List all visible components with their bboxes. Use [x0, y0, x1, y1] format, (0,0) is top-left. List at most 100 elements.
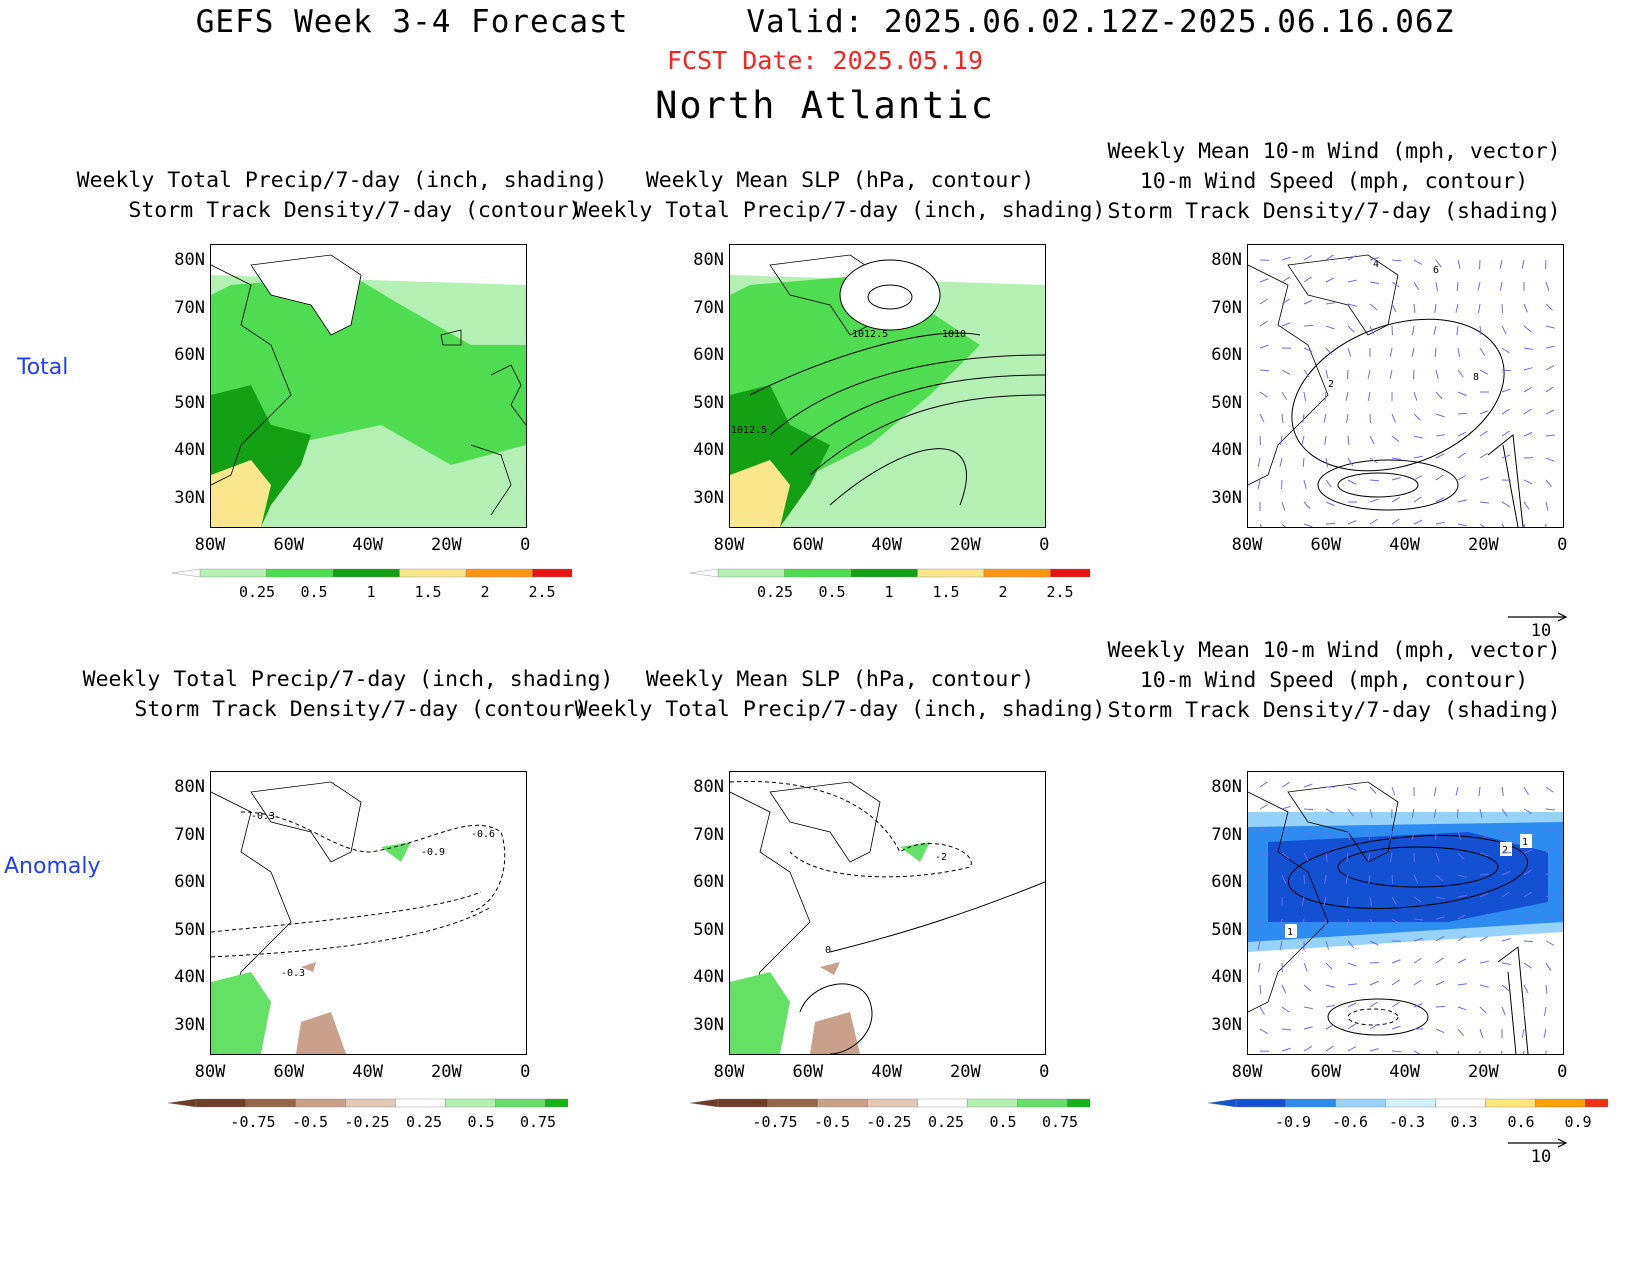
colorbar-swatch: [399, 568, 467, 578]
map-wind-total-plot: 4 6 8 2: [1248, 254, 1555, 527]
wind-vector: [1523, 431, 1533, 437]
wind-vector: [1478, 786, 1481, 797]
wind-vector: [1323, 413, 1327, 423]
lat-tick-label: 80N: [1211, 777, 1242, 797]
wind-vector: [1435, 453, 1445, 459]
wind-vector: [1281, 523, 1286, 527]
colorbar-swatch: [532, 568, 572, 578]
wind-vector: [1281, 830, 1291, 833]
lat-tick-label: 50N: [1211, 919, 1242, 940]
wind-vector: [1325, 940, 1330, 950]
wind-vector: [1347, 983, 1357, 986]
wind-vector: [1545, 434, 1555, 437]
lon-tick-label: 40W: [871, 535, 902, 555]
wind-vector: [1435, 521, 1445, 525]
forecast-date: FCST Date: 2025.05.19: [666, 46, 984, 75]
wind-vector: [1457, 369, 1464, 378]
lon-tick-label: 20W: [950, 535, 981, 555]
slp-anomaly-label: -2: [935, 852, 947, 863]
wind-vector: [1479, 984, 1489, 988]
colorbar-label: 0.25: [405, 1113, 443, 1131]
wind-vector: [1455, 303, 1459, 313]
colorbar-swatch: [1017, 1098, 1068, 1108]
wind-vector: [1391, 303, 1397, 313]
wind-vector: [1501, 891, 1510, 898]
wind-vector: [1391, 518, 1400, 525]
wind-vector: [1413, 1003, 1423, 1008]
lat-tick-label: 70N: [1211, 824, 1242, 845]
wind-vector: [1259, 320, 1268, 327]
colorbar-swatch: [266, 568, 334, 578]
wind-vector: [1369, 1001, 1378, 1008]
colorbar-label: 2.5: [528, 583, 556, 601]
wind-vector: [1369, 303, 1378, 311]
wind-vector: [1346, 413, 1349, 423]
wind-vector: [1259, 781, 1268, 788]
wind-vector: [1389, 369, 1393, 379]
colorbar-swatch: [332, 568, 400, 578]
wind-vector: [1479, 325, 1482, 335]
wind-vector: [1369, 1023, 1378, 1030]
wind-vector: [1479, 892, 1489, 898]
colorbar-label: 0.25: [238, 583, 276, 601]
wind-vector: [1499, 281, 1503, 291]
wind-vector: [1325, 852, 1328, 862]
wind-vector: [1347, 1002, 1357, 1008]
wind-vector: [1479, 1028, 1484, 1038]
wind-vector: [1413, 937, 1423, 942]
colorbar-swatch: [1285, 1098, 1336, 1108]
wind-vector: [1302, 457, 1305, 468]
std-contour-label: -0.6: [471, 829, 495, 840]
wind-vector: [1413, 475, 1423, 481]
wind-vector: [1259, 391, 1268, 398]
wind-vector: [1433, 808, 1437, 818]
wind-vector: [1325, 984, 1335, 988]
wind-vector: [1303, 1046, 1313, 1052]
wind-vector: [1303, 255, 1313, 261]
colorbar-label: 0.5: [818, 583, 846, 601]
wind-vector: [1545, 365, 1555, 371]
colorbar-label: 0.75: [1041, 1113, 1079, 1131]
wind-vector: [1303, 808, 1314, 811]
colorbar-swatch: [395, 1098, 446, 1108]
map-wind-total: 4 6 8 2: [1247, 244, 1564, 528]
wind-vector: [1369, 918, 1376, 927]
wind-vector: [1369, 808, 1373, 818]
wind-vector: [1545, 940, 1555, 946]
wind-vector: [1325, 1045, 1334, 1052]
colorbar-label: -0.6: [1331, 1113, 1369, 1131]
wind-vector: [1325, 1024, 1335, 1030]
wind-vector: [1523, 808, 1533, 814]
wind-vector: [1391, 435, 1400, 443]
wind-vector: [1391, 918, 1401, 924]
wind-vector: [1301, 918, 1305, 928]
colorbar-label: 1.5: [414, 583, 442, 601]
wind-vector: [1501, 1006, 1506, 1016]
wind-vector: [1347, 808, 1354, 817]
lat-tick-label: 30N: [693, 487, 724, 508]
wind-vector: [1259, 413, 1265, 423]
lat-tick-label: 30N: [174, 1014, 205, 1035]
wind-vector: [1347, 962, 1357, 967]
wind-vector: [1413, 918, 1424, 921]
wind-vector: [1435, 980, 1445, 986]
wind-vector: [1434, 303, 1437, 313]
std-contour-label: -0.3: [281, 968, 305, 979]
wind-vector: [1435, 281, 1439, 291]
lon-tick-label: 40W: [871, 1062, 902, 1082]
wind-vector: [1457, 935, 1466, 942]
wind-vector: [1457, 874, 1467, 878]
wind-vector: [1501, 454, 1511, 459]
wind-vector: [1303, 1026, 1313, 1030]
wind-vector: [1391, 1001, 1400, 1008]
wind-vector: [1523, 367, 1533, 371]
colorbar-label: 1: [366, 583, 376, 601]
wind-vector: [1457, 983, 1467, 986]
colorbar-swatch: [199, 568, 267, 578]
wind-vector: [1457, 1028, 1465, 1037]
wind-vector: [1325, 830, 1332, 839]
wind-vector: [1523, 962, 1532, 969]
colorbar-swatch: [850, 568, 918, 578]
colorbar-swatch: [967, 1098, 1018, 1108]
wind-vector: [1433, 786, 1437, 796]
